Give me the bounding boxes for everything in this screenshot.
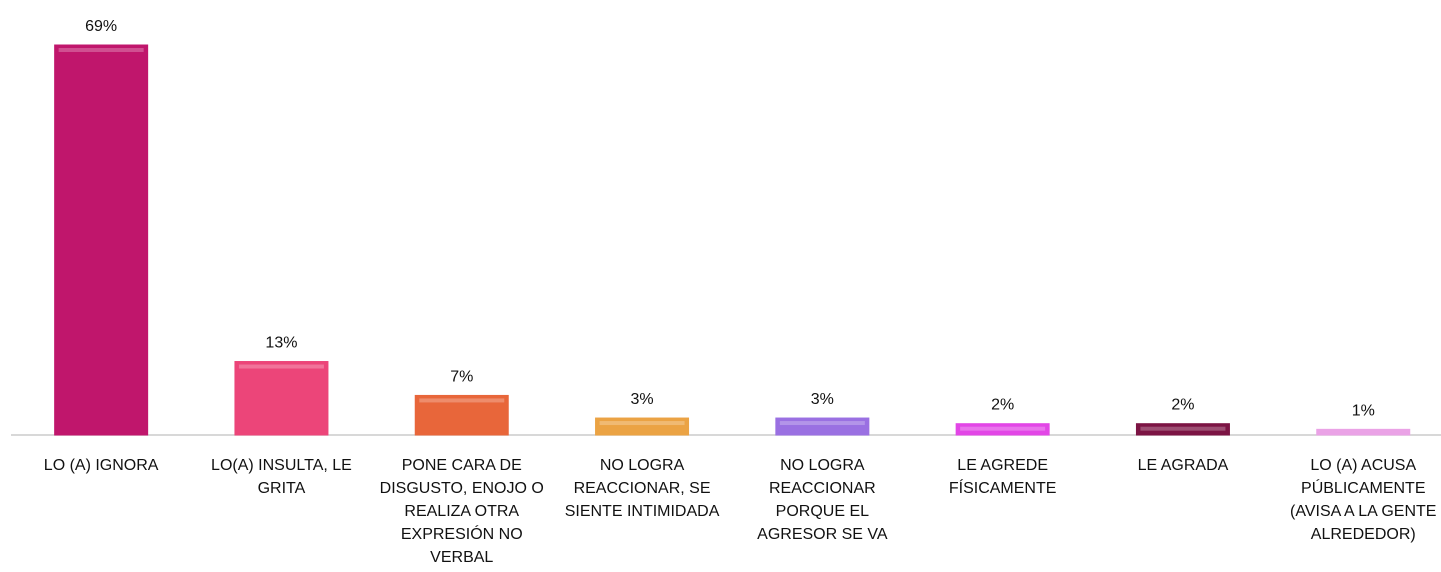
data-label: 3% bbox=[811, 391, 834, 408]
label-line: (AVISA A LA GENTE bbox=[1290, 503, 1436, 520]
x-tick-label: LO (A) IGNORA bbox=[44, 457, 159, 474]
bar-highlight bbox=[599, 421, 685, 426]
x-tick-label: LE AGREDE FÍSICAMENTE bbox=[949, 457, 1057, 497]
label-line: VERBAL bbox=[430, 549, 493, 566]
bar bbox=[234, 361, 329, 436]
bar-highlight bbox=[960, 426, 1046, 431]
x-tick-label: LO(A) INSULTA, LE GRITA bbox=[211, 457, 352, 497]
data-label: 1% bbox=[1352, 402, 1375, 419]
label-line: REALIZA OTRA bbox=[404, 503, 519, 520]
label-line: LO (A) ACUSA bbox=[1310, 457, 1416, 474]
label-line: SIENTE INTIMIDADA bbox=[565, 503, 720, 520]
label-line: DISGUSTO, ENOJO O bbox=[380, 480, 544, 497]
x-tick-label: NO LOGRA REACCIONAR PORQUE EL AGRESOR SE VA bbox=[757, 457, 888, 543]
bar-highlight bbox=[58, 48, 144, 52]
bar-highlight bbox=[779, 421, 865, 426]
label-line: EXPRESIÓN NO bbox=[401, 524, 523, 543]
data-label: 13% bbox=[265, 335, 297, 352]
label-line: REACCIONAR, SE bbox=[574, 480, 711, 497]
label-line: ALREDEDOR) bbox=[1311, 526, 1416, 543]
label-line: LO(A) INSULTA, LE bbox=[211, 457, 352, 474]
label-line: LE AGRADA bbox=[1138, 457, 1229, 474]
label-line: PONE CARA DE bbox=[402, 457, 522, 474]
data-label: 2% bbox=[1171, 397, 1194, 414]
bar bbox=[775, 417, 870, 436]
x-tick-label: LO (A) ACUSA PÚBLICAMENTE (AVISA A LA GENT… bbox=[1290, 457, 1436, 543]
label-line: PÚBLICAMENTE bbox=[1301, 478, 1425, 497]
bar bbox=[1135, 423, 1230, 436]
bar bbox=[595, 417, 690, 436]
bar-highlight bbox=[1140, 426, 1226, 431]
label-line: GRITA bbox=[258, 480, 306, 497]
label-line: LE AGREDE bbox=[957, 457, 1048, 474]
bar-highlight bbox=[238, 364, 324, 369]
data-label: 3% bbox=[630, 391, 653, 408]
label-line: FÍSICAMENTE bbox=[949, 478, 1057, 497]
bar bbox=[1316, 428, 1411, 436]
label-line: PORQUE EL bbox=[776, 503, 869, 520]
label-line: NO LOGRA bbox=[600, 457, 685, 474]
bar bbox=[54, 44, 149, 436]
x-tick-label: NO LOGRA REACCIONAR, SE SIENTE INTIMIDADA bbox=[565, 457, 720, 520]
bar bbox=[414, 394, 509, 436]
bar-highlight bbox=[419, 398, 505, 403]
label-line: AGRESOR SE VA bbox=[757, 526, 888, 543]
label-line: REACCIONAR bbox=[769, 480, 876, 497]
x-tick-label: LE AGRADA bbox=[1138, 457, 1229, 474]
data-label: 69% bbox=[85, 18, 117, 35]
x-tick-label: PONE CARA DE DISGUSTO, ENOJO O REALIZA OTR… bbox=[380, 457, 544, 566]
data-label: 2% bbox=[991, 397, 1014, 414]
label-line: LO (A) IGNORA bbox=[44, 457, 159, 474]
bar bbox=[955, 423, 1050, 436]
label-line: NO LOGRA bbox=[780, 457, 865, 474]
data-label: 7% bbox=[450, 368, 473, 385]
